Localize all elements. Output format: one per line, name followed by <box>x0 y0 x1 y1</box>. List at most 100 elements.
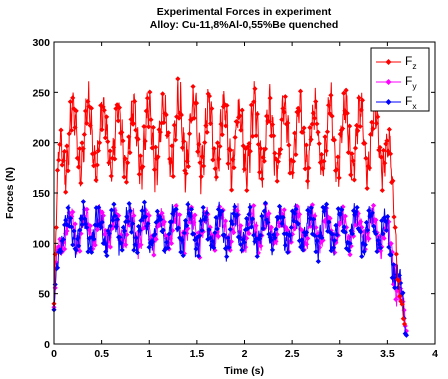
data-point-Fz <box>74 155 80 161</box>
data-point-Fx <box>138 217 144 224</box>
data-point-Fx <box>184 223 190 229</box>
data-point-Fx <box>314 238 320 244</box>
data-point-Fx <box>65 205 71 211</box>
data-point-Fx <box>221 232 227 238</box>
data-point-Fy <box>328 228 334 234</box>
data-point-Fz <box>345 149 352 156</box>
data-point-Fz <box>324 129 331 135</box>
data-point-Fx <box>146 244 152 250</box>
data-point-Fy <box>282 224 289 230</box>
data-point-Fy <box>99 209 105 215</box>
data-point-Fx <box>182 217 189 224</box>
data-point-Fx <box>285 249 291 255</box>
data-point-Fx <box>135 223 142 230</box>
data-point-Fx <box>132 242 138 248</box>
data-point-Fz <box>96 140 103 146</box>
data-point-Fx <box>227 226 233 232</box>
data-point-Fz <box>175 76 181 82</box>
data-point-Fx <box>133 235 139 241</box>
data-point-Fx <box>279 221 285 227</box>
data-point-Fz <box>107 148 113 154</box>
data-point-Fz <box>186 131 193 137</box>
data-point-Fz <box>65 168 71 174</box>
y-tick-label: 150 <box>32 188 50 200</box>
legend: Fz Fy Fx <box>370 47 430 112</box>
data-point-Fz <box>247 148 253 154</box>
data-point-Fz <box>196 141 202 147</box>
data-point-Fx <box>104 253 110 259</box>
data-point-Fz <box>157 129 163 135</box>
data-point-Fx <box>165 245 171 251</box>
data-point-Fx <box>204 210 210 216</box>
data-point-Fx <box>193 246 199 252</box>
data-point-Fz <box>218 121 224 127</box>
data-point-Fz <box>78 180 84 186</box>
data-point-Fx <box>145 220 151 227</box>
data-point-Fy <box>358 219 364 225</box>
x-tick-label: 2 <box>242 348 248 360</box>
data-point-Fz <box>399 301 405 307</box>
data-point-Fx <box>265 219 271 226</box>
data-point-Fx <box>108 207 115 213</box>
y-tick-label: 200 <box>32 138 50 150</box>
data-point-Fz <box>77 146 83 152</box>
data-point-Fz <box>116 104 123 111</box>
data-point-Fz <box>193 100 200 106</box>
data-point-Fz <box>350 158 356 164</box>
data-point-Fx <box>79 221 85 228</box>
data-point-Fx <box>173 206 179 212</box>
data-point-Fz <box>110 144 117 150</box>
data-point-Fx <box>112 213 118 219</box>
data-point-Fy <box>370 202 377 209</box>
data-point-Fz <box>185 163 191 170</box>
data-point-Fx <box>403 332 410 338</box>
data-point-Fz <box>136 171 142 177</box>
data-point-Fz <box>163 112 169 118</box>
legend-box <box>370 47 430 112</box>
data-point-Fx <box>117 234 123 240</box>
data-point-Fz <box>313 98 319 105</box>
data-point-Fz <box>355 128 361 134</box>
data-point-Fy <box>107 244 113 250</box>
data-point-Fz <box>230 157 236 163</box>
data-point-Fx <box>91 236 97 242</box>
data-point-Fz <box>382 160 388 166</box>
data-point-Fx <box>150 239 156 245</box>
data-point-Fx <box>377 245 384 251</box>
data-point-Fz <box>300 129 306 135</box>
data-point-Fz <box>308 136 314 143</box>
data-point-Fx <box>375 237 381 243</box>
data-point-Fy <box>151 252 157 258</box>
data-point-Fz <box>151 166 158 173</box>
data-point-Fx <box>385 214 391 220</box>
data-point-Fz <box>363 155 369 161</box>
data-point-Fx <box>260 226 266 232</box>
data-point-Fz <box>170 173 176 179</box>
data-point-Fx <box>77 227 83 233</box>
data-point-Fz <box>88 105 94 111</box>
data-point-Fz <box>144 95 151 101</box>
data-point-Fx <box>346 247 352 254</box>
data-point-Fz <box>109 155 116 161</box>
data-point-Fz <box>200 163 207 169</box>
data-point-Fy <box>192 212 198 218</box>
data-point-Fz <box>120 138 126 144</box>
data-point-Fx <box>197 233 203 239</box>
data-point-Fx <box>307 215 313 222</box>
data-point-Fz <box>301 125 307 131</box>
data-point-Fy <box>123 242 129 248</box>
data-point-Fx <box>300 247 306 253</box>
data-point-Fz <box>149 145 155 151</box>
data-point-Fx <box>119 247 125 253</box>
data-point-Fz <box>135 136 141 142</box>
data-point-Fx <box>121 228 128 234</box>
data-point-Fz <box>202 139 208 146</box>
data-point-Fz <box>315 129 321 135</box>
data-point-Fx <box>237 234 243 240</box>
data-point-Fx <box>175 225 182 231</box>
data-point-Fz <box>191 115 197 121</box>
data-point-Fz <box>100 104 106 110</box>
data-point-Fz <box>92 150 98 156</box>
data-point-Fz <box>236 114 242 121</box>
data-point-Fx <box>291 218 297 224</box>
